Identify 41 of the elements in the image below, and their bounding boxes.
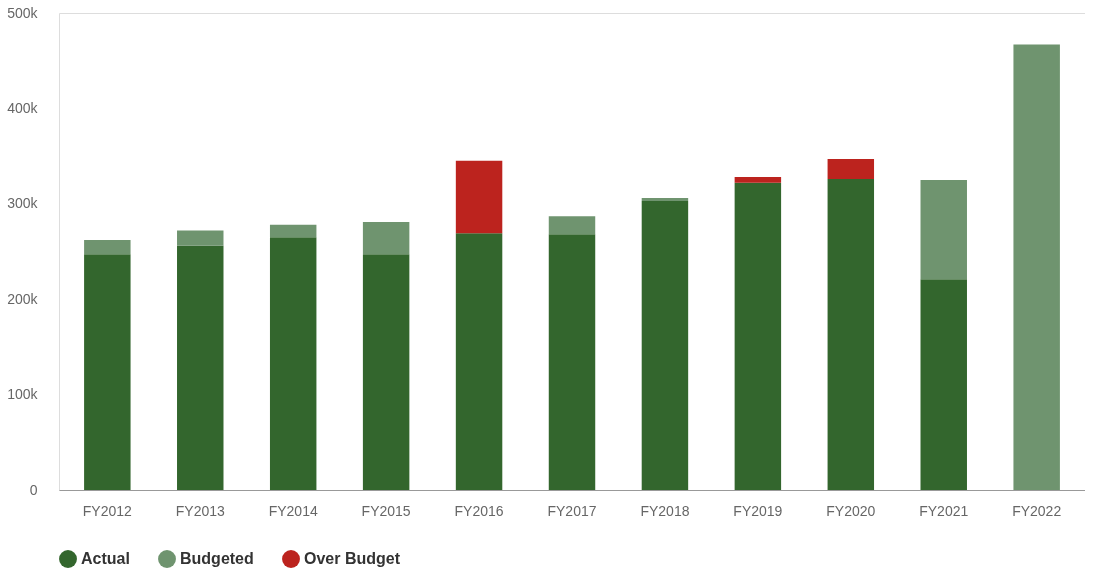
bar [920, 279, 967, 490]
y-tick-label: 500k [7, 4, 39, 21]
x-tick-label: FY2022 [1012, 502, 1062, 519]
bar [1013, 44, 1060, 490]
y-tick-label: 400k [7, 99, 39, 116]
bar [362, 221, 410, 255]
bar [362, 254, 410, 490]
bar [269, 224, 317, 238]
x-tick-label: FY2019 [733, 502, 783, 519]
bar [455, 233, 503, 490]
bar [548, 234, 596, 490]
y-tick-label: 100k [7, 386, 39, 403]
bar [641, 198, 689, 201]
bar [641, 200, 689, 490]
bar [455, 160, 503, 234]
y-tick-label: 300k [7, 195, 39, 212]
x-tick-label: FY2013 [175, 502, 225, 519]
bar [84, 254, 131, 490]
x-tick-label: FY2014 [268, 502, 318, 519]
bar [827, 158, 875, 179]
bar [177, 230, 224, 246]
legend-label: Over Budget [304, 550, 401, 568]
x-tick-label: FY2021 [919, 502, 969, 519]
x-tick-label: FY2017 [547, 502, 597, 519]
bar [734, 182, 782, 490]
x-tick-label: FY2016 [454, 502, 504, 519]
bar [177, 245, 224, 490]
legend-label: Budgeted [180, 550, 254, 568]
y-tick-label: 200k [7, 290, 39, 307]
x-tick-label: FY2015 [361, 502, 411, 519]
x-tick-label: FY2020 [826, 502, 876, 519]
bar [734, 177, 782, 183]
bar [827, 179, 875, 490]
legend-label: Actual [81, 550, 130, 568]
y-tick-label: 0 [29, 481, 38, 498]
bar [920, 179, 967, 280]
bar [84, 240, 131, 255]
bar [548, 216, 596, 235]
x-tick-label: FY2018 [640, 502, 690, 519]
bar [269, 237, 317, 490]
x-tick-label: FY2012 [82, 502, 133, 519]
